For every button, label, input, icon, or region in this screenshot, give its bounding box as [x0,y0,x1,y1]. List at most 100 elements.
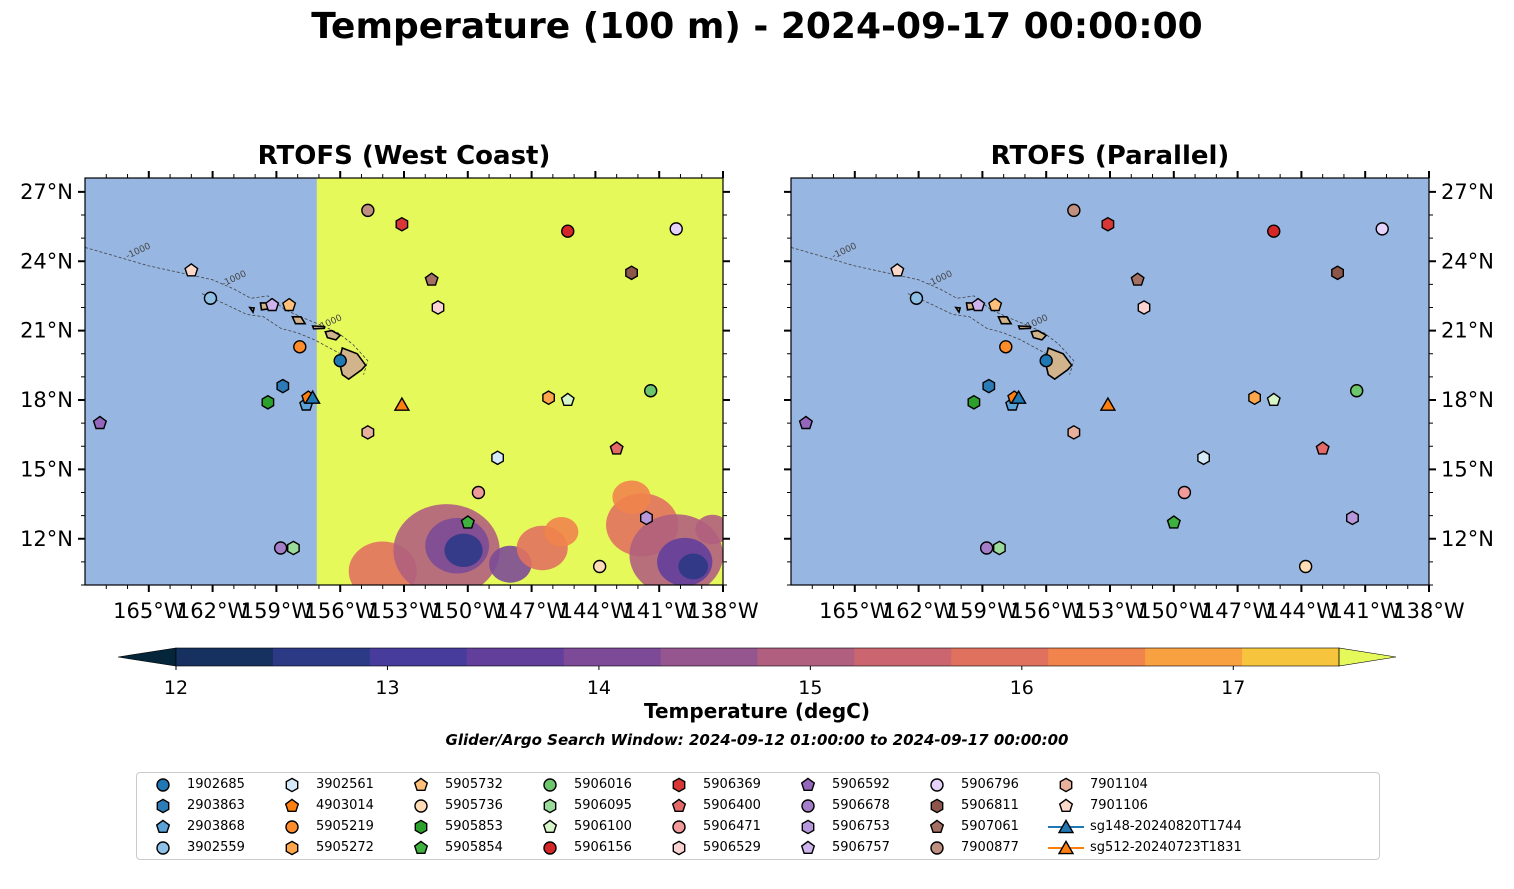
legend-label: 5906811 [961,798,1019,813]
lat-tick-label: 12°N [20,527,73,551]
legend-marker-icon [543,778,557,792]
colorbar-tick-label: 16 [1010,677,1034,695]
bathymetry-contour [201,293,352,371]
colorbar-segment [563,648,662,666]
legend-label: 2903863 [187,798,245,813]
observation-3902559 [909,291,924,305]
legend-marker [155,819,171,834]
legend-marker [672,840,686,856]
legend-label: 2903868 [187,819,245,834]
lat-tick-label: 18°N [1441,388,1494,412]
legend-marker-icon [671,798,687,813]
observation-5906811 [1331,265,1345,281]
observation-5905732 [988,297,1003,312]
legend-marker-icon [285,840,299,856]
lat-tick-label: 18°N [20,388,73,412]
legend-marker [542,819,558,834]
legend-marker [284,798,300,813]
lat-tick-label: 21°N [1441,319,1494,343]
island-molokai [1017,325,1032,330]
legend-label: 7900877 [961,840,1019,855]
lat-tick-label: 24°N [20,249,73,273]
legend-marker-icon [672,840,686,856]
bathymetry-contour [85,247,369,375]
lon-tick-label: 153°W [1074,599,1146,623]
legend-marker [414,799,428,813]
colorbar-label: Temperature (degC) [644,699,870,723]
lon-tick-label: 138°W [687,599,759,623]
observation-5906100 [1266,392,1281,406]
island-niihau [954,306,962,314]
legend-marker-icon [801,819,815,835]
colorbar-segment [660,648,758,666]
colorbar-tick-label: 15 [798,677,822,695]
island-maui [1030,329,1048,341]
temperature-contour-fill [695,514,723,545]
island-niihau [248,306,256,314]
legend-marker [543,778,557,792]
legend-marker-icon [285,820,299,834]
observation-5905736 [1298,559,1313,574]
legend-marker-icon [929,819,945,834]
legend-label: 5906796 [961,777,1019,792]
lat-tick-label: 15°N [1441,457,1494,481]
legend-marker [156,778,170,792]
observation-5906369 [395,216,409,232]
legend-label: 5906592 [832,777,890,792]
observation-5905219 [293,340,307,354]
observation-5906100 [560,392,575,406]
observation-sg148-20240820T1744 [1010,389,1027,404]
observation-5906471 [471,485,486,500]
observation-5906757 [971,297,986,312]
lon-tick-label: 153°W [368,599,440,623]
observation-5905854 [1166,515,1181,529]
legend-marker [285,840,299,856]
observation-5905732 [282,297,297,312]
legend-label: 7901104 [1090,777,1148,792]
colorbar-extend-low [117,647,177,667]
colorbar-segment [854,648,952,666]
legend-label: 5906095 [574,798,632,813]
lon-tick-label: 156°W [305,599,377,623]
temperature-contour-fill [678,553,709,580]
legend-label: 5905272 [316,840,374,855]
legend-label: 5906757 [832,840,890,855]
bathymetry-contour [791,247,1075,375]
colorbar-tick-label: 12 [164,677,188,695]
observation-3902561 [1197,450,1211,466]
legend-marker [285,820,299,834]
observation-5905736 [592,559,607,574]
observation-5905853 [967,394,981,410]
legend-marker [543,841,557,855]
legend-marker [1057,839,1075,855]
lon-tick-label: 147°W [1202,599,1274,623]
legend-label: 7901106 [1090,798,1148,813]
legend-label: 3902561 [316,777,374,792]
legend-marker-icon [156,798,170,814]
observation-5906757 [265,297,280,312]
legend-label: 5906369 [703,777,761,792]
observation-5906811 [625,265,638,281]
lon-tick-label: 165°W [113,599,185,623]
lon-tick-label: 144°W [560,599,632,623]
lon-tick-label: 156°W [1011,599,1083,623]
legend-marker-icon [413,840,429,855]
legend-label: 5906016 [574,777,632,792]
legend-marker-icon [543,798,557,814]
observation-5906796 [1375,222,1389,236]
island-maui [324,329,342,341]
legend-marker [156,841,170,855]
legend-label: 4903014 [316,798,374,813]
legend-label: 3902559 [187,840,245,855]
observation-5906592 [92,415,108,430]
legend-label: 5906529 [703,840,761,855]
legend-label: 5907061 [961,819,1019,834]
observation-5906796 [669,222,683,236]
legend-marker-icon [285,777,299,793]
observation-5906753 [1345,510,1359,526]
legend-marker [930,798,944,814]
lon-tick-label: 159°W [241,599,313,623]
colorbar-segment [951,648,1049,666]
legend-marker [800,840,816,855]
temperature-contour-fill [612,480,651,514]
